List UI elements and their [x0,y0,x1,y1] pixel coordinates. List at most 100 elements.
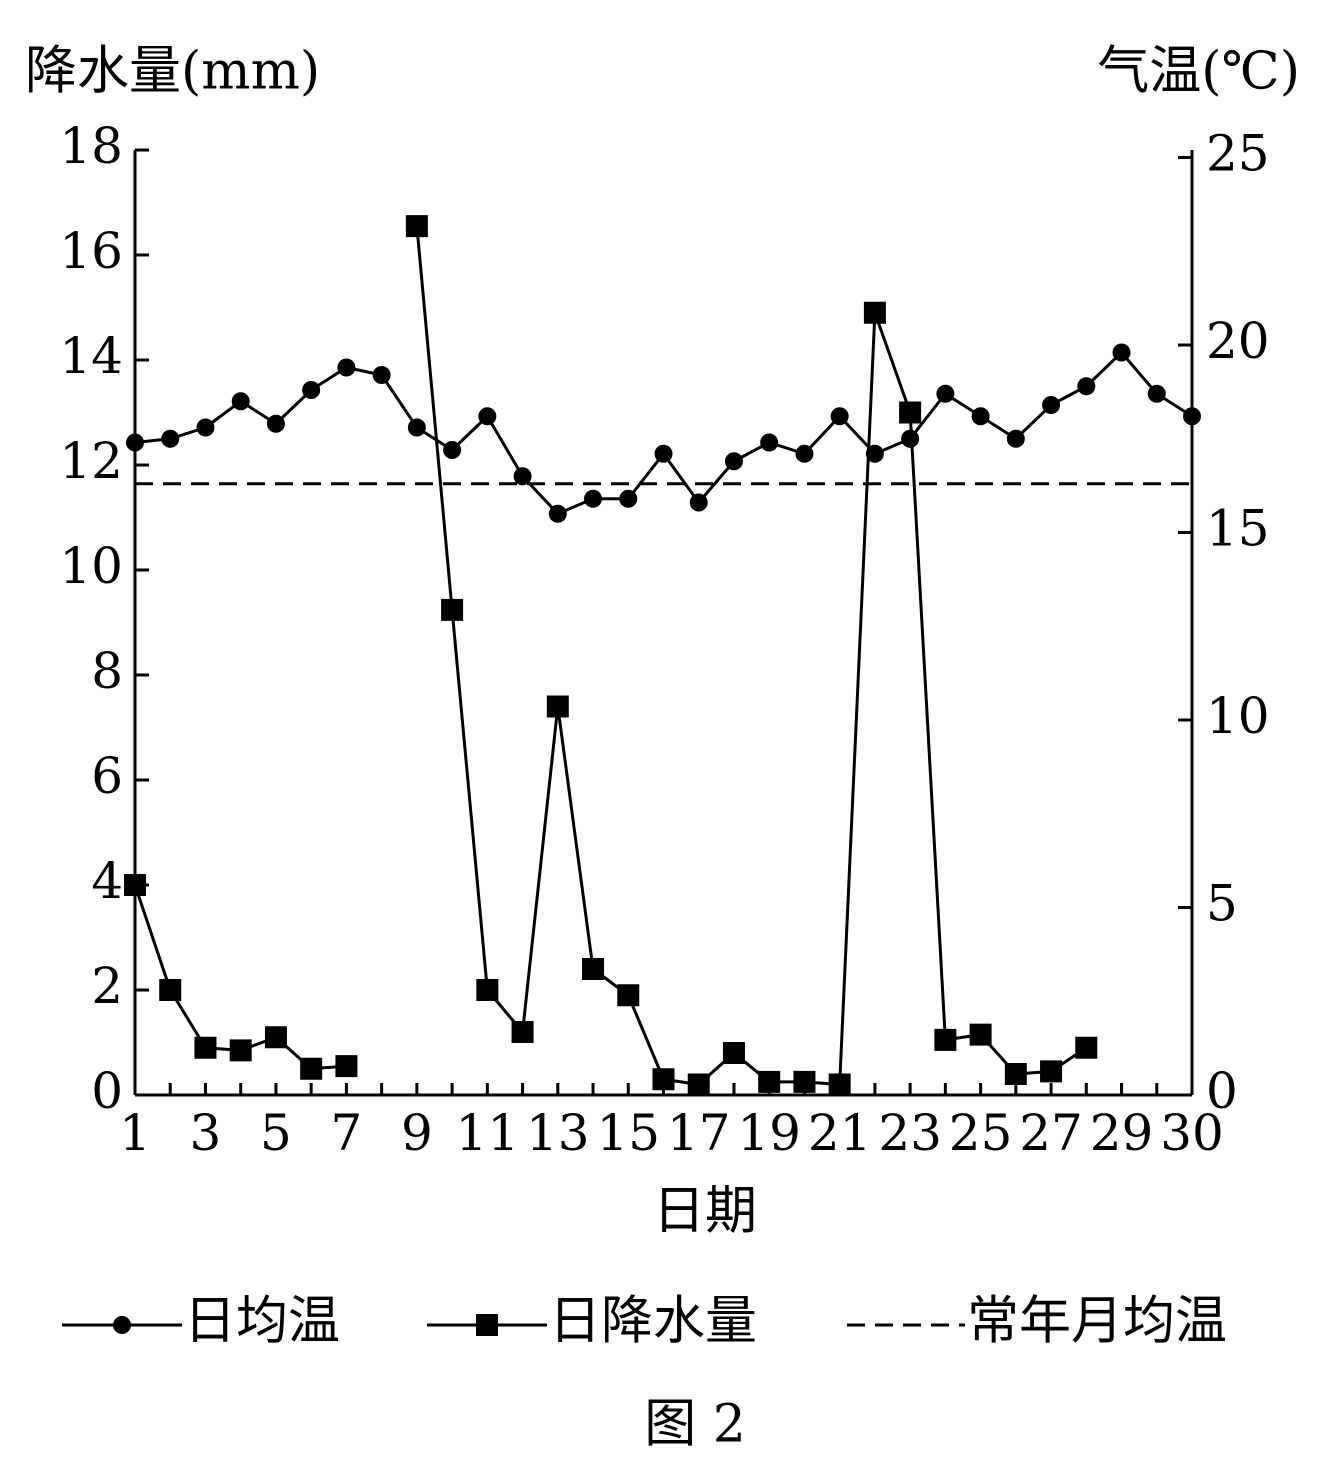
square-marker [934,1028,957,1051]
circle-marker [548,504,567,523]
x-tick-label: 15 [596,1104,660,1162]
y2-tick-label: 15 [1206,500,1270,558]
circle-marker [584,489,603,508]
square-marker [124,874,146,896]
circle-marker [478,407,497,426]
circle-marker [196,418,215,437]
x-tick-label: 30 [1160,1104,1224,1162]
circle-marker [865,444,884,463]
series-line [133,225,1088,1087]
square-marker [405,215,428,238]
square-marker [1075,1036,1098,1059]
circle-marker [231,392,250,411]
y2-tick-label: 5 [1206,875,1238,933]
circle-marker [1183,407,1201,426]
y2-tick-label: 20 [1206,312,1270,370]
x-tick-label: 3 [190,1104,222,1162]
x-tick-label: 29 [1090,1104,1154,1162]
square-marker [582,958,605,980]
square-marker [1040,1060,1063,1083]
x-tick-label: 21 [808,1104,872,1162]
legend-marker [476,1314,498,1336]
x-axis-label: 日期 [653,1182,757,1242]
circle-marker [654,444,673,463]
legend-label: 日降水量 [549,1292,757,1352]
circle-marker [689,493,708,512]
square-marker [863,301,886,324]
series-line [134,350,1193,516]
circle-marker [619,489,638,508]
circle-marker [126,433,144,452]
circle-marker [830,407,849,426]
square-marker [652,1068,675,1091]
y2-tick-label: 25 [1206,125,1270,183]
circle-marker [724,452,743,471]
square-marker [194,1036,217,1059]
square-marker [159,979,182,1001]
square-marker [1004,1063,1027,1085]
square-marker [511,1021,534,1043]
circle-marker [337,358,356,377]
y-tick-label: 14 [59,327,123,385]
y-axis-label: 降水量(mm) [25,42,320,102]
circle-marker [372,366,391,384]
circle-marker [1147,384,1166,403]
square-marker [441,598,464,621]
circle-marker [443,441,462,459]
y-tick-label: 0 [91,1062,123,1120]
circle-marker [513,467,532,486]
legend-label: 常年月均温 [967,1292,1227,1352]
x-tick-label: 7 [330,1104,362,1162]
circle-marker [1112,343,1131,362]
x-tick-label: 17 [667,1104,731,1162]
y-tick-label: 2 [91,957,123,1015]
square-marker [264,1026,287,1049]
y-tick-label: 6 [91,747,123,805]
legend-label: 日均温 [184,1292,340,1352]
y2-tick-label: 10 [1206,687,1270,745]
circle-marker [302,381,321,399]
circle-marker [407,418,426,437]
circle-marker [760,433,779,452]
legend-marker [113,1316,131,1334]
y-tick-label: 16 [59,222,123,280]
square-marker [617,984,640,1007]
x-tick-label: 19 [737,1104,801,1162]
square-marker [546,695,569,718]
circle-marker [795,444,814,463]
x-tick-label: 5 [260,1104,292,1162]
x-tick-label: 27 [1019,1104,1083,1162]
x-tick-label: 1 [119,1104,151,1162]
square-marker [300,1057,323,1080]
square-marker [335,1055,358,1078]
y-tick-label: 18 [59,117,123,175]
square-marker [758,1070,781,1093]
circle-marker [1006,429,1025,448]
square-marker [476,979,499,1001]
caption: 图 2 [644,1395,746,1455]
x-tick-label: 23 [878,1104,942,1162]
x-tick-label: 11 [456,1104,520,1162]
circle-marker [971,407,990,426]
x-tick-label: 9 [401,1104,433,1162]
square-marker [229,1039,252,1062]
y-tick-label: 4 [91,852,123,910]
y2-tick-label: 0 [1206,1062,1238,1120]
square-marker [899,401,922,424]
square-marker [687,1073,710,1096]
y2-axis-label: 气温(℃) [1097,42,1300,102]
circle-marker [1077,377,1096,396]
circle-marker [1042,396,1061,414]
square-marker [793,1070,816,1093]
circle-marker [936,384,955,403]
x-tick-label: 13 [526,1104,590,1162]
x-tick-label: 25 [949,1104,1013,1162]
square-marker [969,1023,992,1046]
square-marker [828,1073,851,1096]
y-tick-label: 12 [59,432,123,490]
y-tick-label: 8 [91,642,123,700]
circle-marker [266,414,285,433]
y-tick-label: 10 [59,537,123,595]
square-marker [722,1042,745,1064]
